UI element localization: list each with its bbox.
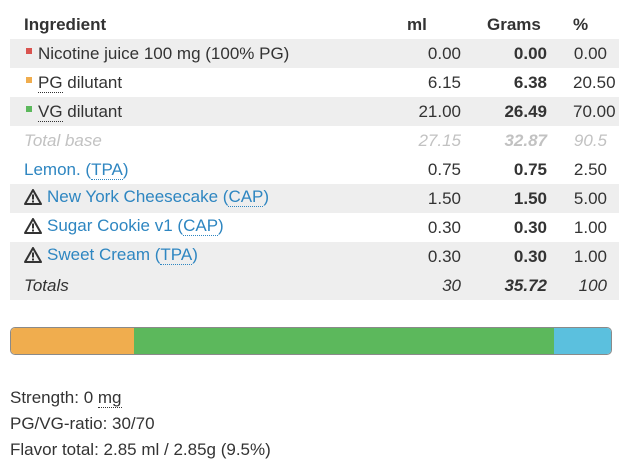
row-nicotine: Nicotine juice 100 mg (100% PG) 0.00 0.0… (10, 39, 619, 68)
ml-cell: 0.30 (427, 217, 461, 237)
flavor-name: Sweet Cream ( (47, 245, 161, 264)
ingredient-cell: PG dilutant (10, 68, 393, 97)
row-flavor-lemon: Lemon. (TPA) 0.75 0.75 2.50 (10, 155, 619, 184)
ml-cell: 1.50 (393, 184, 473, 213)
ingredient-label: dilutant (62, 101, 123, 121)
flavor-vendor: TPA (91, 159, 123, 180)
ratio-line: PG/VG-ratio: 30/70 (10, 414, 155, 433)
ingredient-cell: Sweet Cream (TPA) (10, 242, 393, 271)
percent-cell: 5.00 (559, 184, 619, 213)
flavor-link-sugar-cookie[interactable]: Sugar Cookie v1 (CAP) (47, 216, 224, 236)
header-grams: Grams (487, 14, 541, 34)
ingredient-label: dilutant (62, 72, 123, 92)
warning-triangle-icon[interactable] (24, 189, 42, 210)
ingredient-cell: New York Cheesecake (CAP) (10, 184, 393, 213)
grams-cell: 0.30 (473, 242, 559, 271)
pg-abbr: PG (38, 72, 63, 93)
grams-cell: 35.72 (473, 271, 559, 300)
ml-cell: 6.15 (427, 72, 461, 92)
grams-cell: 32.87 (504, 130, 547, 150)
strength-label: Strength: 0 (10, 388, 98, 407)
percent-cell: 20.50 (573, 72, 616, 92)
row-vg-dilutant: VG dilutant 21.00 26.49 70.00 (10, 97, 619, 126)
flavor-name: Lemon. ( (24, 159, 92, 179)
ml-cell: 21.00 (393, 97, 473, 126)
flavor-vendor: TPA (160, 245, 193, 265)
flavor-vendor: CAP (183, 216, 219, 236)
row-flavor-cheesecake: New York Cheesecake (CAP) 1.50 1.50 5.00 (10, 184, 619, 213)
flavor-vendor: CAP (228, 187, 264, 207)
flavor-name: New York Cheesecake ( (47, 187, 229, 206)
flavor-suffix: ) (192, 245, 198, 264)
ingredient-label: Nicotine juice 100 mg (100% PG) (38, 43, 290, 63)
header-ingredient: Ingredient (24, 14, 107, 34)
grams-cell: 0.00 (473, 39, 559, 68)
flavor-total-line: Flavor total: 2.85 ml / 2.85g (9.5%) (10, 440, 271, 459)
flavor-suffix: ) (263, 187, 270, 206)
flavor-link-sweet-cream[interactable]: Sweet Cream (TPA) (47, 245, 198, 265)
strength-unit: mg (97, 388, 122, 408)
grams-cell: 0.30 (513, 217, 547, 237)
flavor-suffix: ) (218, 216, 224, 235)
total-base-label: Total base (24, 130, 102, 150)
ingredient-cell: VG dilutant (10, 97, 393, 126)
warning-triangle-icon[interactable] (24, 218, 42, 239)
row-flavor-sugar-cookie: Sugar Cookie v1 (CAP) 0.30 0.30 1.00 (10, 213, 619, 242)
ml-cell: 0.30 (393, 242, 473, 271)
percent-cell: 1.00 (559, 242, 619, 271)
vg-bar-segment (134, 328, 554, 354)
pg-bar-segment (11, 328, 134, 354)
nicotine-color-swatch (26, 47, 32, 54)
ml-cell: 27.15 (418, 130, 461, 150)
header-ml: ml (407, 14, 427, 34)
header-row: Ingredient ml Grams % (10, 10, 619, 39)
pg-color-swatch (26, 76, 32, 83)
vg-abbr: VG (38, 101, 63, 122)
percent-cell: 0.00 (559, 39, 619, 68)
ml-cell: 0.75 (427, 159, 461, 179)
row-pg-dilutant: PG dilutant 6.15 6.38 20.50 (10, 68, 619, 97)
row-total-base: Total base 27.15 32.87 90.5 (10, 126, 619, 155)
header-percent: % (573, 14, 589, 34)
grams-cell: 0.75 (513, 159, 547, 179)
percent-cell: 100 (559, 271, 619, 300)
grams-cell: 6.38 (513, 72, 547, 92)
vg-color-swatch (26, 105, 32, 112)
flavor-link-cheesecake[interactable]: New York Cheesecake (CAP) (47, 187, 269, 207)
flavor-suffix: ) (122, 159, 129, 179)
percent-cell: 70.00 (559, 97, 619, 126)
percent-cell: 90.5 (573, 130, 607, 150)
strength-line: Strength: 0 mg (10, 385, 271, 411)
ingredient-cell: Lemon. (TPA) (10, 155, 393, 184)
grams-cell: 1.50 (473, 184, 559, 213)
ml-cell: 30 (393, 271, 473, 300)
percent-cell: 1.00 (573, 217, 607, 237)
composition-bar (10, 327, 612, 355)
ingredient-cell: Sugar Cookie v1 (CAP) (10, 213, 393, 242)
ml-cell: 0.00 (393, 39, 473, 68)
flavor-link-lemon[interactable]: Lemon. (TPA) (24, 159, 129, 180)
flavor-name: Sugar Cookie v1 ( (47, 216, 184, 235)
row-totals: Totals 30 35.72 100 (10, 271, 619, 300)
grams-cell: 26.49 (473, 97, 559, 126)
recipe-table: Ingredient ml Grams % Nicotine juice 100… (10, 10, 619, 300)
row-flavor-sweet-cream: Sweet Cream (TPA) 0.30 0.30 1.00 (10, 242, 619, 271)
recipe-info: Strength: 0 mg PG/VG-ratio: 30/70 Flavor… (10, 385, 271, 463)
totals-label: Totals (10, 271, 393, 300)
flavor-bar-segment (554, 328, 611, 354)
percent-cell: 2.50 (573, 159, 607, 179)
warning-triangle-icon[interactable] (24, 247, 42, 268)
ingredient-cell: Nicotine juice 100 mg (100% PG) (10, 39, 393, 68)
